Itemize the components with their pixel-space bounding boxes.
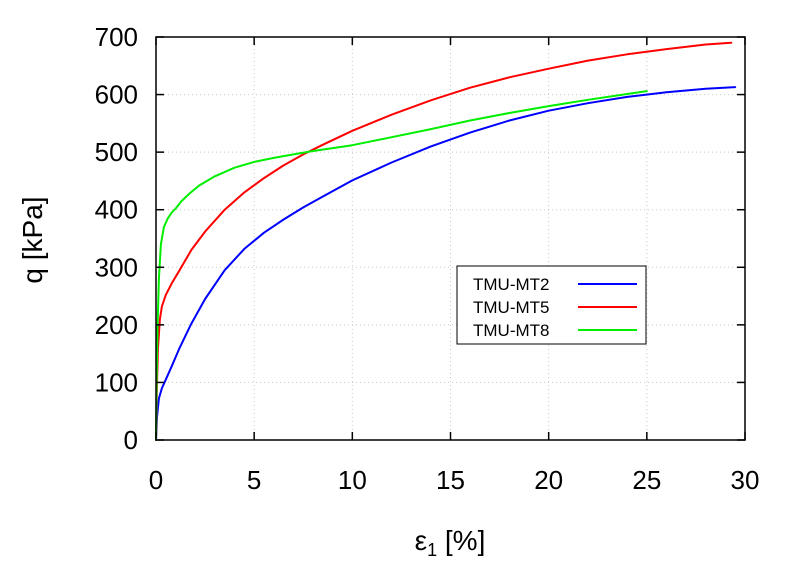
series-line-tmu-mt5 <box>155 41 733 441</box>
y-axis-label: q [kPa] <box>17 196 48 283</box>
ticks <box>155 36 746 441</box>
x-tick-label: 0 <box>149 465 163 495</box>
x-tick-label: 20 <box>534 465 563 495</box>
y-tick-label: 400 <box>95 195 138 225</box>
legend-label-tmu-mt8: TMU-MT8 <box>473 321 549 340</box>
series-line-tmu-mt2 <box>155 86 737 441</box>
y-tick-label: 200 <box>95 310 138 340</box>
x-axis-label-unit: [%] <box>437 525 485 556</box>
series-line-tmu-mt8 <box>155 90 648 441</box>
y-tick-label: 100 <box>95 367 138 397</box>
legend-label-tmu-mt5: TMU-MT5 <box>473 298 549 317</box>
x-tick-label: 25 <box>632 465 661 495</box>
y-tick-label: 600 <box>95 80 138 110</box>
x-tick-label: 30 <box>731 465 760 495</box>
x-tick-label: 10 <box>338 465 367 495</box>
x-axis-label: ε1 [%] <box>415 525 486 560</box>
legend-label-tmu-mt2: TMU-MT2 <box>473 275 549 294</box>
y-tick-label: 500 <box>95 137 138 167</box>
x-tick-label: 15 <box>436 465 465 495</box>
y-tick-label: 0 <box>124 425 138 455</box>
y-tick-label: 700 <box>95 22 138 52</box>
x-axis-label-symbol: ε <box>415 525 427 556</box>
series-group <box>155 41 737 441</box>
y-tick-label: 300 <box>95 252 138 282</box>
legend: TMU-MT2 TMU-MT5 TMU-MT8 <box>456 265 647 345</box>
x-axis-label-subscript: 1 <box>427 540 437 560</box>
x-tick-label: 5 <box>247 465 261 495</box>
